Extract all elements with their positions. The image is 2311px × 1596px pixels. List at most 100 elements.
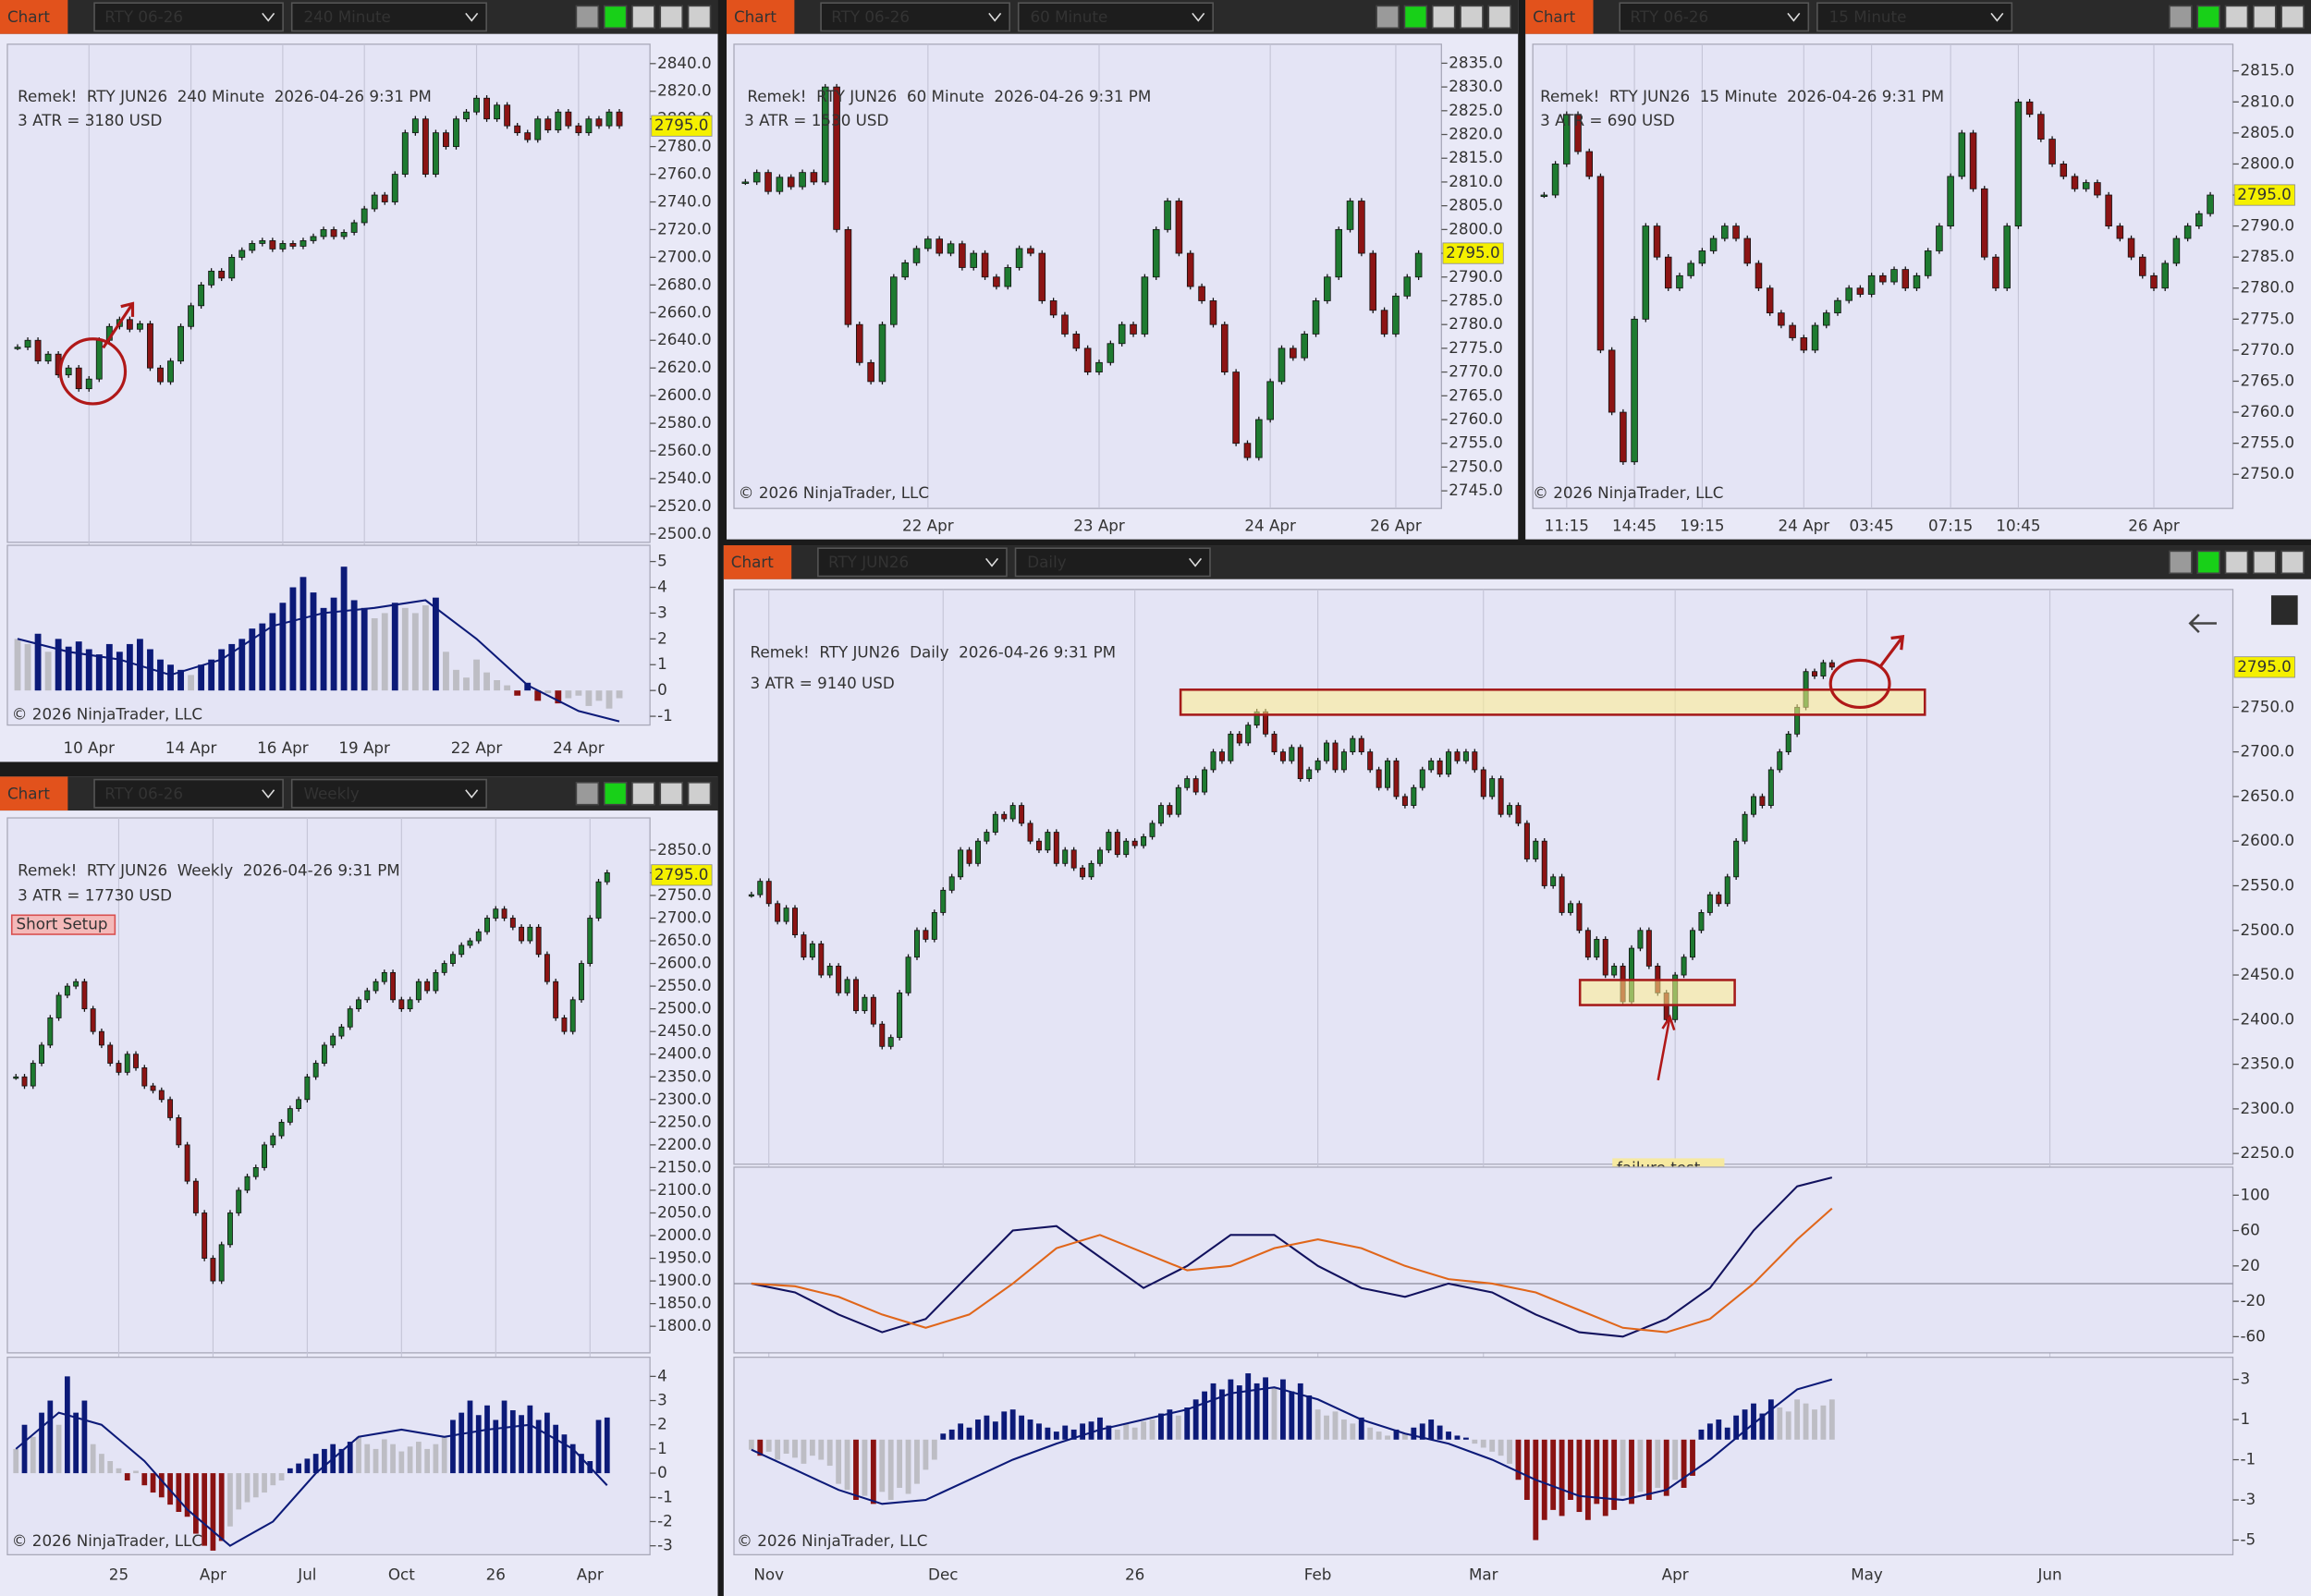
instrument-label[interactable]: RTY 06-26 (831, 7, 910, 26)
instrument-label[interactable]: RTY 06-26 (1630, 7, 1708, 26)
histogram-bar (30, 1436, 36, 1474)
window-button[interactable] (1431, 5, 1456, 30)
window-button[interactable] (2224, 5, 2249, 30)
histogram-bar (75, 641, 82, 691)
instrument-box[interactable] (93, 2, 284, 32)
window-button[interactable] (631, 781, 655, 806)
histogram-bar (338, 1448, 345, 1474)
candle (390, 971, 397, 1001)
window-button[interactable] (2253, 550, 2277, 575)
chart-menu-label[interactable]: Chart (7, 785, 50, 803)
interval-label[interactable]: 15 Minute (1829, 7, 1907, 26)
candle (527, 926, 533, 942)
window-button[interactable] (2169, 550, 2193, 575)
chart-menu-button[interactable] (0, 0, 68, 34)
window-button[interactable] (575, 781, 600, 806)
interval-box[interactable] (1816, 2, 2013, 32)
candle (401, 132, 409, 175)
candle (855, 323, 863, 363)
back-arrow[interactable] (2188, 614, 2217, 634)
candle (901, 262, 909, 278)
histogram-bar (501, 1400, 507, 1474)
window-button[interactable] (2196, 5, 2220, 30)
candle (1454, 751, 1461, 761)
chart-menu-label[interactable]: Chart (7, 7, 50, 26)
candle (524, 132, 532, 140)
candle (398, 999, 405, 1010)
interval-label[interactable]: Daily (1027, 553, 1066, 571)
candle (1392, 295, 1400, 335)
window-button[interactable] (2280, 550, 2305, 575)
histogram-bar (1263, 1377, 1268, 1440)
candle (1533, 840, 1539, 859)
histogram-bar (1523, 1439, 1530, 1501)
instrument-box[interactable] (1619, 2, 1810, 32)
chart-menu-button[interactable] (0, 776, 68, 811)
candle (1083, 347, 1092, 372)
window-button[interactable] (2253, 5, 2277, 30)
candle (913, 930, 920, 958)
window-button[interactable] (603, 5, 628, 30)
window-button[interactable] (2280, 5, 2305, 30)
window-button[interactable] (1376, 5, 1400, 30)
x-tick-label: 25 (109, 1566, 128, 1584)
x-tick-label: 03:45 (1850, 516, 1894, 534)
histogram-bar (473, 659, 480, 691)
histogram-bar (55, 1424, 62, 1474)
window-button[interactable] (659, 5, 683, 30)
instrument-box[interactable] (93, 778, 284, 809)
window-button[interactable] (659, 781, 683, 806)
window-button[interactable] (631, 5, 655, 30)
x-tick-label: Nov (753, 1566, 784, 1584)
instrument-box[interactable] (820, 2, 1010, 32)
y-tick-label: 2800.0 (2240, 153, 2294, 172)
instrument-label[interactable]: RTY 06-26 (104, 7, 183, 26)
candle (2116, 225, 2124, 239)
window-button[interactable] (603, 781, 628, 806)
interval-box[interactable] (290, 778, 487, 809)
interval-box[interactable] (1014, 547, 1211, 578)
candle (1164, 201, 1171, 230)
window-button[interactable] (2224, 550, 2249, 575)
chart-menu-label[interactable]: Chart (731, 553, 774, 571)
histogram-bar (443, 652, 449, 691)
candle (1709, 238, 1718, 251)
candle (236, 1189, 242, 1213)
interval-box[interactable] (1017, 2, 1214, 32)
instrument-label[interactable]: RTY JUN26 (828, 553, 909, 571)
candle (1061, 314, 1069, 335)
candle (1515, 805, 1522, 824)
window-button[interactable] (2196, 550, 2220, 575)
histogram-bar (65, 646, 72, 691)
chart-menu-label[interactable]: Chart (734, 7, 776, 26)
x-tick-label: 10 Apr (63, 738, 115, 757)
side-button[interactable] (2270, 595, 2298, 626)
histogram-bar (1480, 1439, 1486, 1448)
window-button[interactable] (1487, 5, 1512, 30)
window-button[interactable] (687, 5, 712, 30)
interval-label[interactable]: 240 Minute (303, 7, 390, 26)
window-button[interactable] (2169, 5, 2193, 30)
interval-box[interactable] (290, 2, 487, 32)
instrument-label[interactable]: RTY 06-26 (104, 785, 183, 803)
candle (569, 999, 576, 1032)
dropdown-arrow (465, 12, 479, 22)
candle (1095, 361, 1103, 372)
chart-menu-button[interactable] (723, 545, 792, 579)
histogram-bar (757, 1439, 764, 1456)
histogram-bar (1393, 1429, 1400, 1440)
instrument-box[interactable] (817, 547, 1008, 578)
window-button[interactable] (687, 781, 712, 806)
histogram-bar (310, 592, 317, 691)
window-button[interactable] (575, 5, 600, 30)
chart-menu-button[interactable] (1525, 0, 1594, 34)
chart-menu-button[interactable] (727, 0, 795, 34)
histogram-bar (453, 669, 459, 691)
chart-menu-label[interactable]: Chart (1533, 7, 1575, 26)
interval-label[interactable]: Weekly (303, 785, 359, 803)
chart-title: Remek! RTY JUN26 Daily 2026-04-26 9:31 P… (751, 642, 1117, 661)
window-button[interactable] (1403, 5, 1428, 30)
histogram-bar (905, 1439, 911, 1494)
window-button[interactable] (1460, 5, 1484, 30)
interval-label[interactable]: 60 Minute (1030, 7, 1107, 26)
